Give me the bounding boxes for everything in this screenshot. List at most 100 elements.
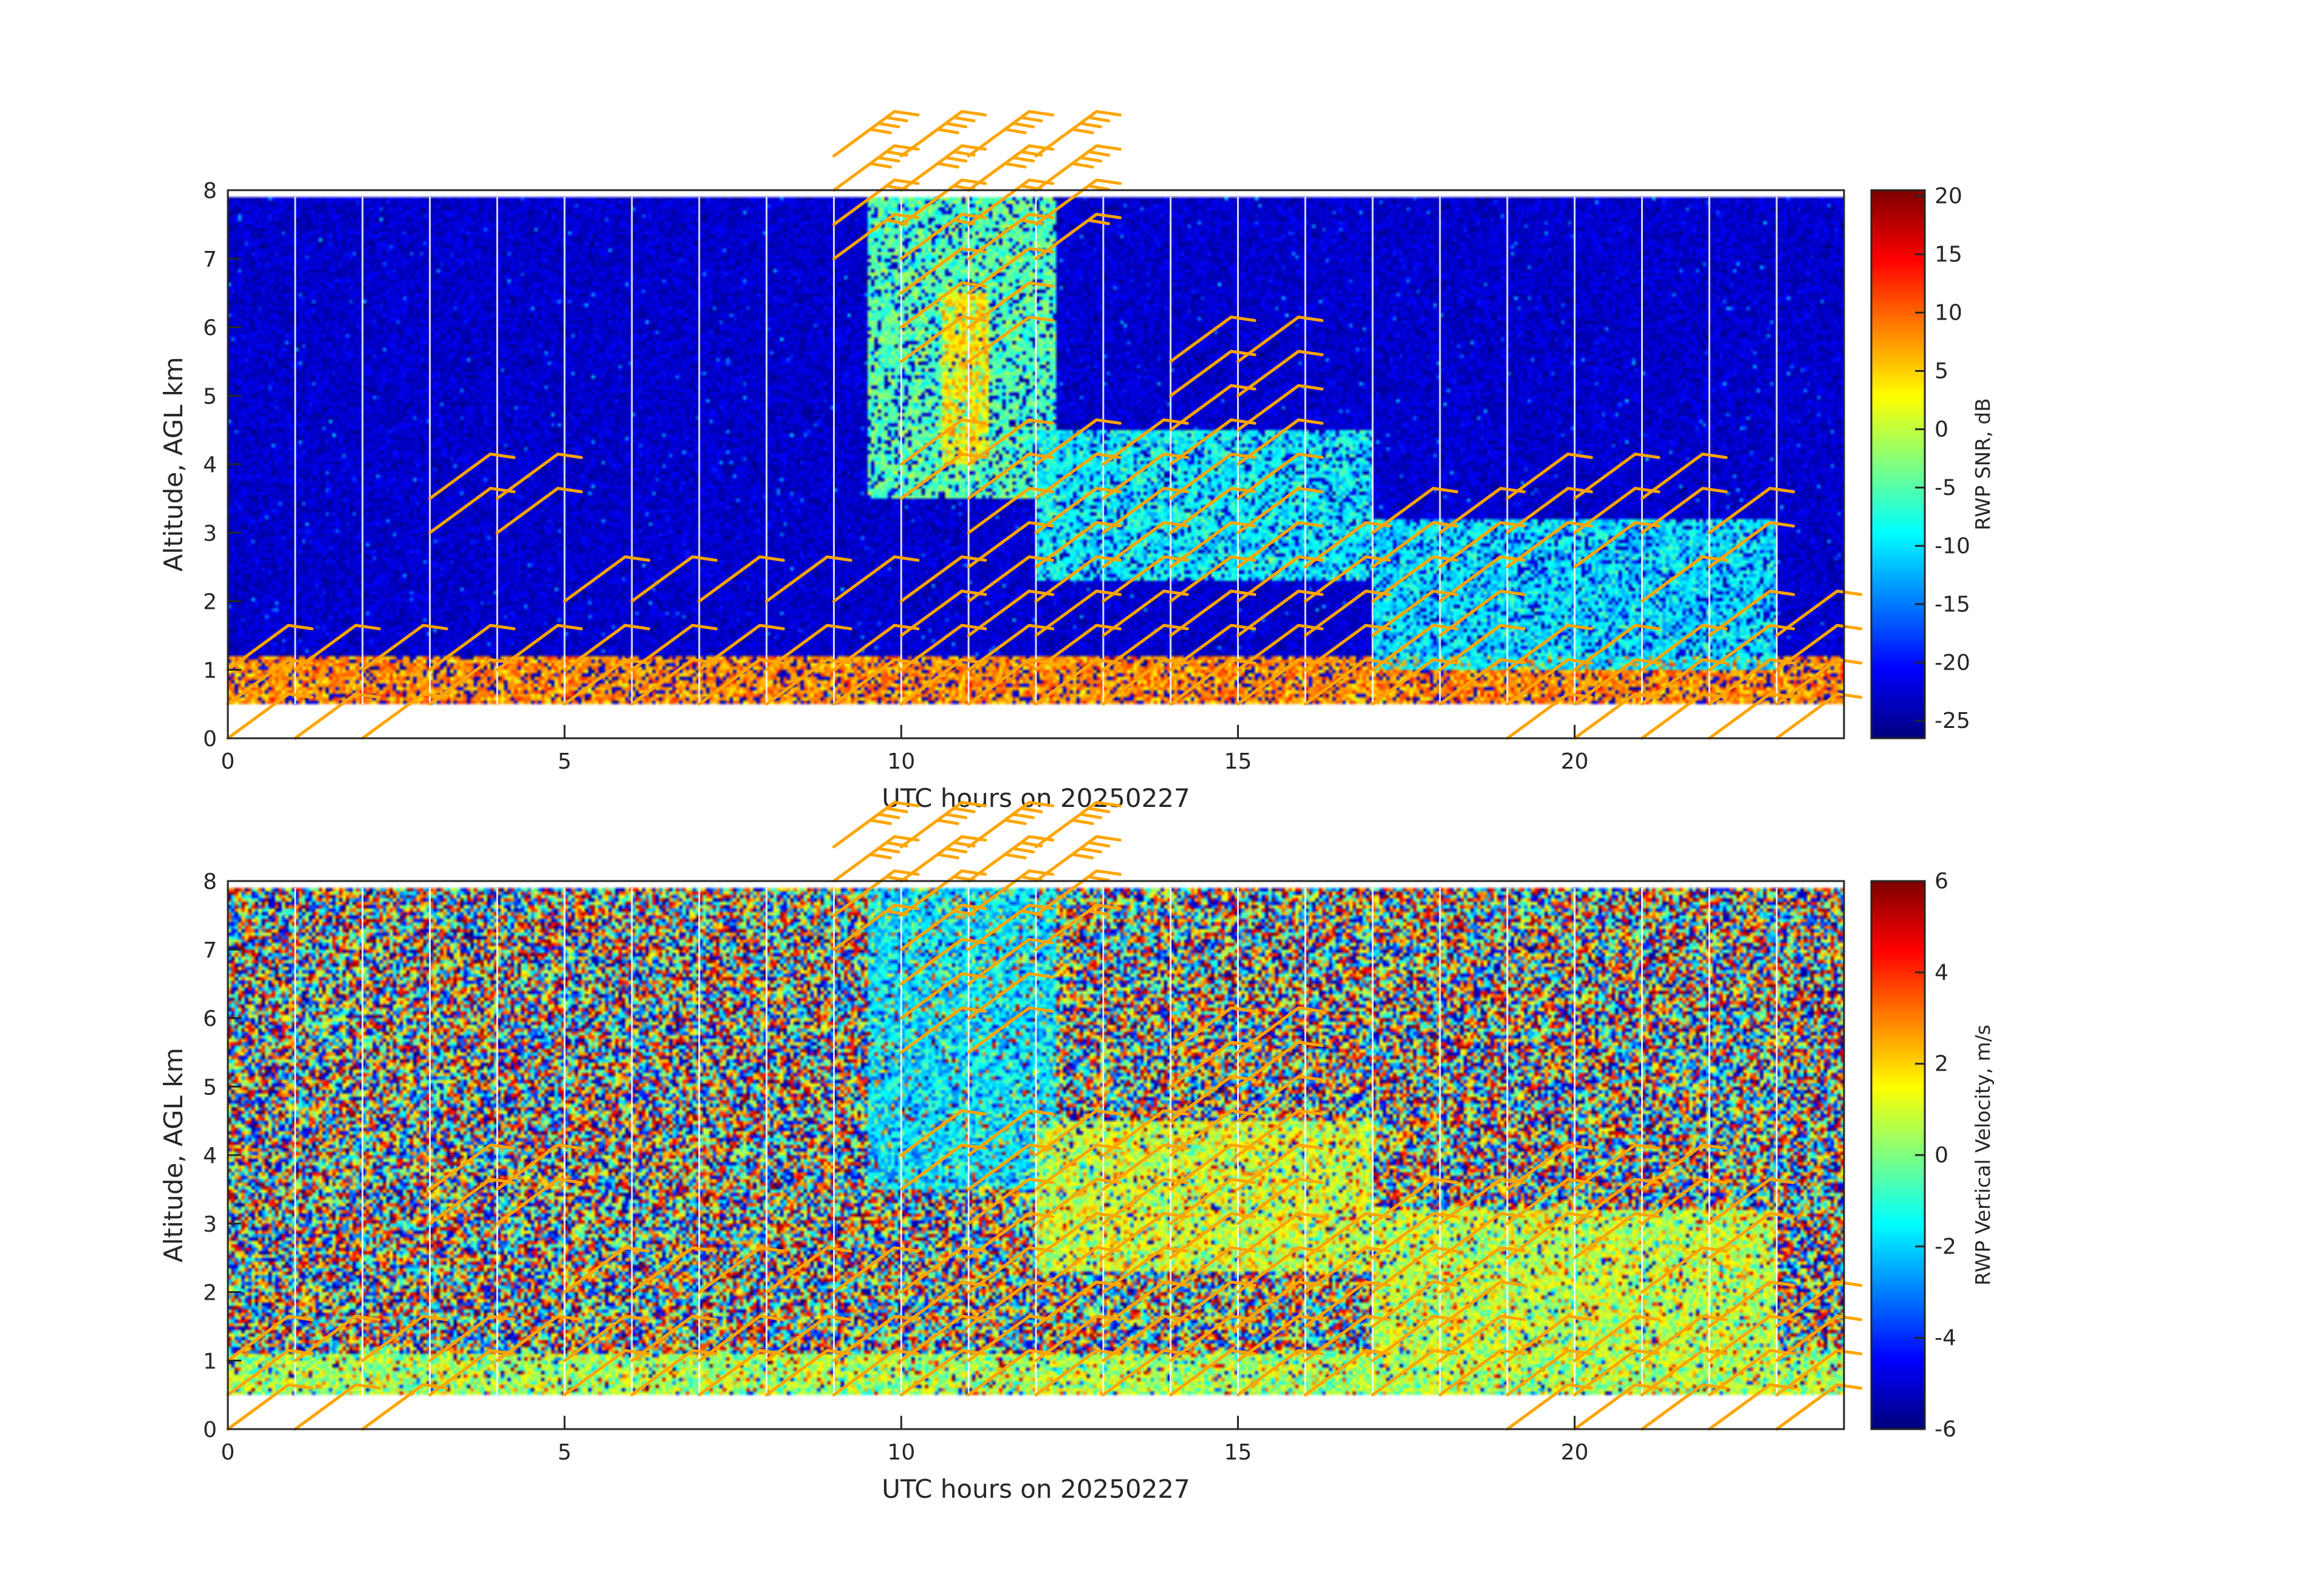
colorbar-tick-label: -25 [1935,708,1970,733]
wind-barb [1236,1178,1324,1226]
wind-barb [226,623,314,671]
snr-y-axis-label: Altitude, AGL km [159,357,188,571]
wind-barb [1236,384,1324,432]
wind-barb [1775,692,1863,740]
wind-barb [899,1109,987,1157]
wind-barb [563,1314,651,1362]
wind-barb [1506,1143,1593,1191]
wind-barb [495,452,583,500]
wind-barb [226,1383,314,1431]
colorbar-tick-label: 2 [1935,1052,1949,1077]
wind-barb [1640,1178,1728,1226]
wind-barb [899,835,987,883]
colorbar-tick-label: 0 [1935,1143,1949,1168]
wind-barb [630,1246,718,1294]
y-tick-label: 8 [203,179,217,204]
snr-x-axis-label: UTC hours on 20250227 [882,783,1190,813]
snr-colorbar-gradient [1871,190,1925,738]
wind-barb [428,623,516,671]
colorbar-tick-label: 0 [1935,417,1949,442]
x-tick-label: 20 [1561,749,1589,774]
wind-barb [832,801,920,849]
wind-barb [1236,1143,1324,1191]
wind-barb [495,1143,583,1191]
wind-barb [765,1246,852,1294]
wind-barb [1775,658,1863,706]
wind-barb [967,1006,1055,1054]
y-tick-label: 7 [203,938,217,963]
x-tick-label: 5 [558,1440,572,1465]
wind-barb [428,1143,516,1191]
wind-barb [1169,315,1256,363]
wind-barb [1034,418,1122,466]
wind-barb [495,623,583,671]
wind-barb [1236,418,1324,466]
wind-barb [630,623,718,671]
x-tick-label: 5 [558,749,572,774]
wind-barb [1034,904,1122,952]
colorbar-tick-label: -5 [1935,475,1956,500]
wind-barb [293,692,381,740]
wind-barb [832,144,920,192]
wind-barb [1775,1280,1863,1328]
wind-barb [226,692,314,740]
wind-barb [563,1246,651,1294]
wind-barb [1371,1178,1459,1226]
colorbar-tick-label: 10 [1935,301,1962,326]
wind-barb [832,835,920,883]
y-tick-label: 2 [203,590,217,615]
wind-barb [1034,869,1122,917]
wind-barb [495,1314,583,1362]
y-tick-label: 5 [203,384,217,409]
y-tick-label: 1 [203,1349,217,1374]
wind-barb [899,418,987,466]
wind-barb [765,1314,852,1362]
wind-barb [563,555,651,603]
wind-barb [630,555,718,603]
wind-barb [1236,452,1324,500]
wind-barb [967,110,1055,158]
x-tick-label: 10 [887,749,915,774]
snr-colorbar-ticks: 20 15 10 5 0 -5 -10 -15 -20 -25 [1915,184,1970,733]
velocity-x-ticks: 0 5 10 15 20 [221,1416,1589,1465]
wind-barb [1034,213,1122,261]
wind-barb [967,144,1055,192]
y-tick-label: 7 [203,247,217,272]
x-tick-label: 15 [1224,749,1252,774]
wind-barb [563,623,651,671]
wind-barb [1775,623,1863,671]
x-tick-label: 0 [221,1440,235,1465]
wind-barb [1438,1314,1526,1362]
y-tick-label: 2 [203,1281,217,1306]
colorbar-tick-label: 5 [1935,358,1949,383]
wind-barb [293,623,381,671]
velocity-colorbar-label: RWP Vertical Velocity, m/s [1971,1024,1995,1286]
wind-barb [1034,178,1122,226]
y-tick-label: 3 [203,1212,217,1237]
wind-barb [1236,315,1324,363]
wind-barb [1236,1075,1324,1123]
wind-barb [832,110,920,158]
wind-barb [1236,1109,1324,1157]
y-tick-label: 8 [203,870,217,894]
wind-barb [1573,623,1661,671]
wind-barb [1034,1109,1122,1157]
wind-barb [698,1246,785,1294]
wind-barb [967,315,1055,363]
velocity-y-axis-label: Altitude, AGL km [159,1048,188,1262]
wind-barb [1034,801,1122,849]
x-tick-label: 20 [1561,1440,1589,1465]
wind-barb [1506,623,1593,671]
wind-barb [1640,487,1728,535]
wind-barb [293,1383,381,1431]
y-tick-label: 0 [203,727,217,752]
colorbar-tick-label: 4 [1935,960,1949,985]
velocity-time-gridlines [294,888,1778,1395]
wind-barb [967,281,1055,329]
wind-barb [1640,1143,1728,1191]
wind-barb [967,972,1055,1020]
wind-barb [1707,589,1795,637]
wind-barb [698,555,785,603]
wind-barb [1034,144,1122,192]
